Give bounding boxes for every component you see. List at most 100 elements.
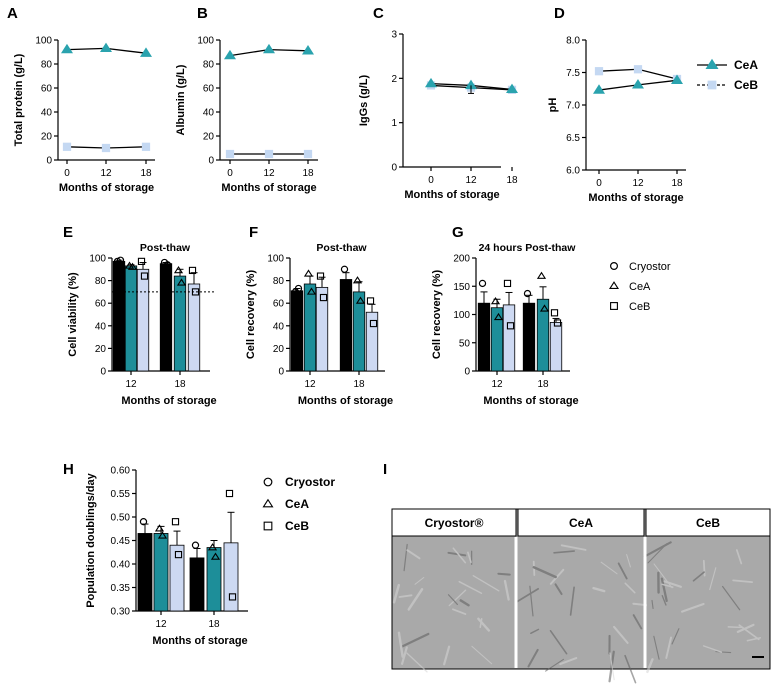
data-point-cryostor bbox=[142, 534, 151, 542]
legend-label-cea: CeA bbox=[629, 281, 651, 293]
panel-letter-i: I bbox=[383, 461, 387, 478]
y-axis-label: Population doublings/day bbox=[85, 472, 97, 607]
cell-shape bbox=[746, 637, 761, 642]
panel-letter-f: F bbox=[249, 224, 258, 241]
cell-shape bbox=[722, 585, 741, 611]
cell-shape bbox=[448, 589, 467, 607]
data-point-cea bbox=[303, 269, 314, 277]
data-point-ceb bbox=[225, 489, 234, 498]
x-tick-label: 0 bbox=[64, 168, 70, 179]
y-tick-label: 0.50 bbox=[111, 513, 131, 524]
x-tick-label: 18 bbox=[302, 168, 314, 179]
cell-shape bbox=[681, 602, 705, 613]
cell-shape bbox=[400, 632, 430, 648]
data-point-cryostor bbox=[343, 282, 352, 290]
y-tick-label: 20 bbox=[203, 132, 215, 143]
y-axis-label: Total protein (g/L) bbox=[13, 53, 25, 146]
point-ceb bbox=[225, 149, 235, 159]
cell-shape bbox=[529, 585, 534, 617]
x-tick-label: 12 bbox=[155, 619, 167, 630]
data-point-ceb bbox=[319, 293, 328, 302]
cell-shape bbox=[477, 617, 491, 632]
data-point-cryostor bbox=[478, 279, 487, 288]
panel-letter-b: B bbox=[197, 5, 208, 22]
cell-shape bbox=[549, 629, 568, 655]
point-ceb bbox=[62, 142, 72, 151]
cell-shape bbox=[397, 631, 404, 658]
cell-shape bbox=[613, 625, 629, 644]
point-cea bbox=[262, 43, 276, 54]
y-tick-label: 0.30 bbox=[111, 607, 131, 618]
bar-ceb bbox=[502, 304, 516, 372]
legend-label-cryostor: Cryostor bbox=[629, 261, 671, 273]
y-tick-label: 7.0 bbox=[566, 101, 580, 112]
bar-cryostor bbox=[189, 557, 205, 612]
cell-shape bbox=[715, 651, 732, 654]
y-tick-label: 0 bbox=[46, 156, 52, 167]
data-point-cea bbox=[127, 262, 138, 270]
data-point-cea bbox=[355, 296, 366, 304]
y-tick-label: 60 bbox=[203, 84, 215, 95]
y-tick-label: 100 bbox=[35, 36, 52, 47]
cell-shape bbox=[617, 562, 628, 580]
x-tick-label: 12 bbox=[632, 178, 644, 189]
y-tick-label: 0.55 bbox=[111, 489, 131, 500]
cell-texture bbox=[392, 543, 511, 673]
y-tick-label: 60 bbox=[273, 299, 285, 310]
bar-cryostor bbox=[290, 290, 304, 372]
cell-shape bbox=[554, 583, 563, 596]
data-point-cea bbox=[210, 552, 221, 560]
point-ceb bbox=[594, 67, 604, 76]
legend-label-ceb: CeB bbox=[285, 519, 309, 533]
legend-bars-g: Cryostor CeA CeB bbox=[608, 261, 671, 313]
y-tick-label: 40 bbox=[203, 108, 215, 119]
data-point-cea bbox=[536, 271, 547, 279]
cell-shape bbox=[414, 577, 425, 585]
y-tick-label: 60 bbox=[95, 299, 107, 310]
x-tick-label: 12 bbox=[465, 175, 477, 186]
panel-letter-c: C bbox=[373, 5, 384, 22]
cell-shape bbox=[447, 594, 458, 606]
x-tick-label: 12 bbox=[125, 379, 137, 390]
data-point-cryostor bbox=[294, 284, 303, 293]
x-axis-label: Months of storage bbox=[298, 395, 393, 407]
y-tick-label: 0 bbox=[208, 156, 214, 167]
data-point-ceb bbox=[550, 309, 559, 317]
data-point-cea bbox=[539, 304, 550, 312]
y-tick-label: 40 bbox=[273, 321, 285, 332]
chart-title: Post-thaw bbox=[140, 242, 191, 254]
data-point-ceb bbox=[553, 319, 562, 327]
x-tick-label: 18 bbox=[506, 175, 518, 186]
y-axis-label: Cell recovery (%) bbox=[245, 270, 257, 360]
cell-shape bbox=[732, 579, 753, 584]
data-point-cea bbox=[207, 543, 218, 551]
y-tick-label: 100 bbox=[197, 36, 214, 47]
cell-shape bbox=[661, 595, 667, 606]
cell-shape bbox=[559, 657, 578, 666]
y-tick-label: 0.60 bbox=[111, 466, 131, 477]
y-axis-label: pH bbox=[547, 98, 559, 113]
point-cea bbox=[60, 43, 74, 54]
chart-h: 0.30 0.35 0.40 0.45 0.50 0.55 0.60 Population d… bbox=[85, 466, 248, 647]
bar-ceb bbox=[187, 283, 201, 372]
y-tick-label: 20 bbox=[95, 344, 107, 355]
cell-shape bbox=[592, 586, 606, 593]
y-tick-label: 0 bbox=[278, 367, 284, 378]
panel-letter-d: D bbox=[554, 5, 565, 22]
chart-title: 24 hours Post-thaw bbox=[479, 242, 577, 254]
legend-bars-h: Cryostor CeA CeB bbox=[262, 475, 335, 533]
cell-shape bbox=[459, 599, 470, 607]
data-point-cea bbox=[493, 312, 504, 321]
cell-shape bbox=[532, 566, 557, 579]
cell-shape bbox=[738, 624, 760, 641]
legend-label-ceb: CeB bbox=[629, 301, 650, 313]
cell-shape bbox=[406, 549, 421, 560]
point-cea bbox=[139, 47, 153, 57]
cell-shape bbox=[671, 628, 680, 645]
legend-marker-ceb bbox=[707, 80, 717, 90]
panel-letter-h: H bbox=[63, 461, 74, 478]
y-tick-label: 2 bbox=[391, 74, 397, 85]
bar-ceb bbox=[136, 268, 150, 372]
data-point-cryostor bbox=[191, 541, 200, 549]
